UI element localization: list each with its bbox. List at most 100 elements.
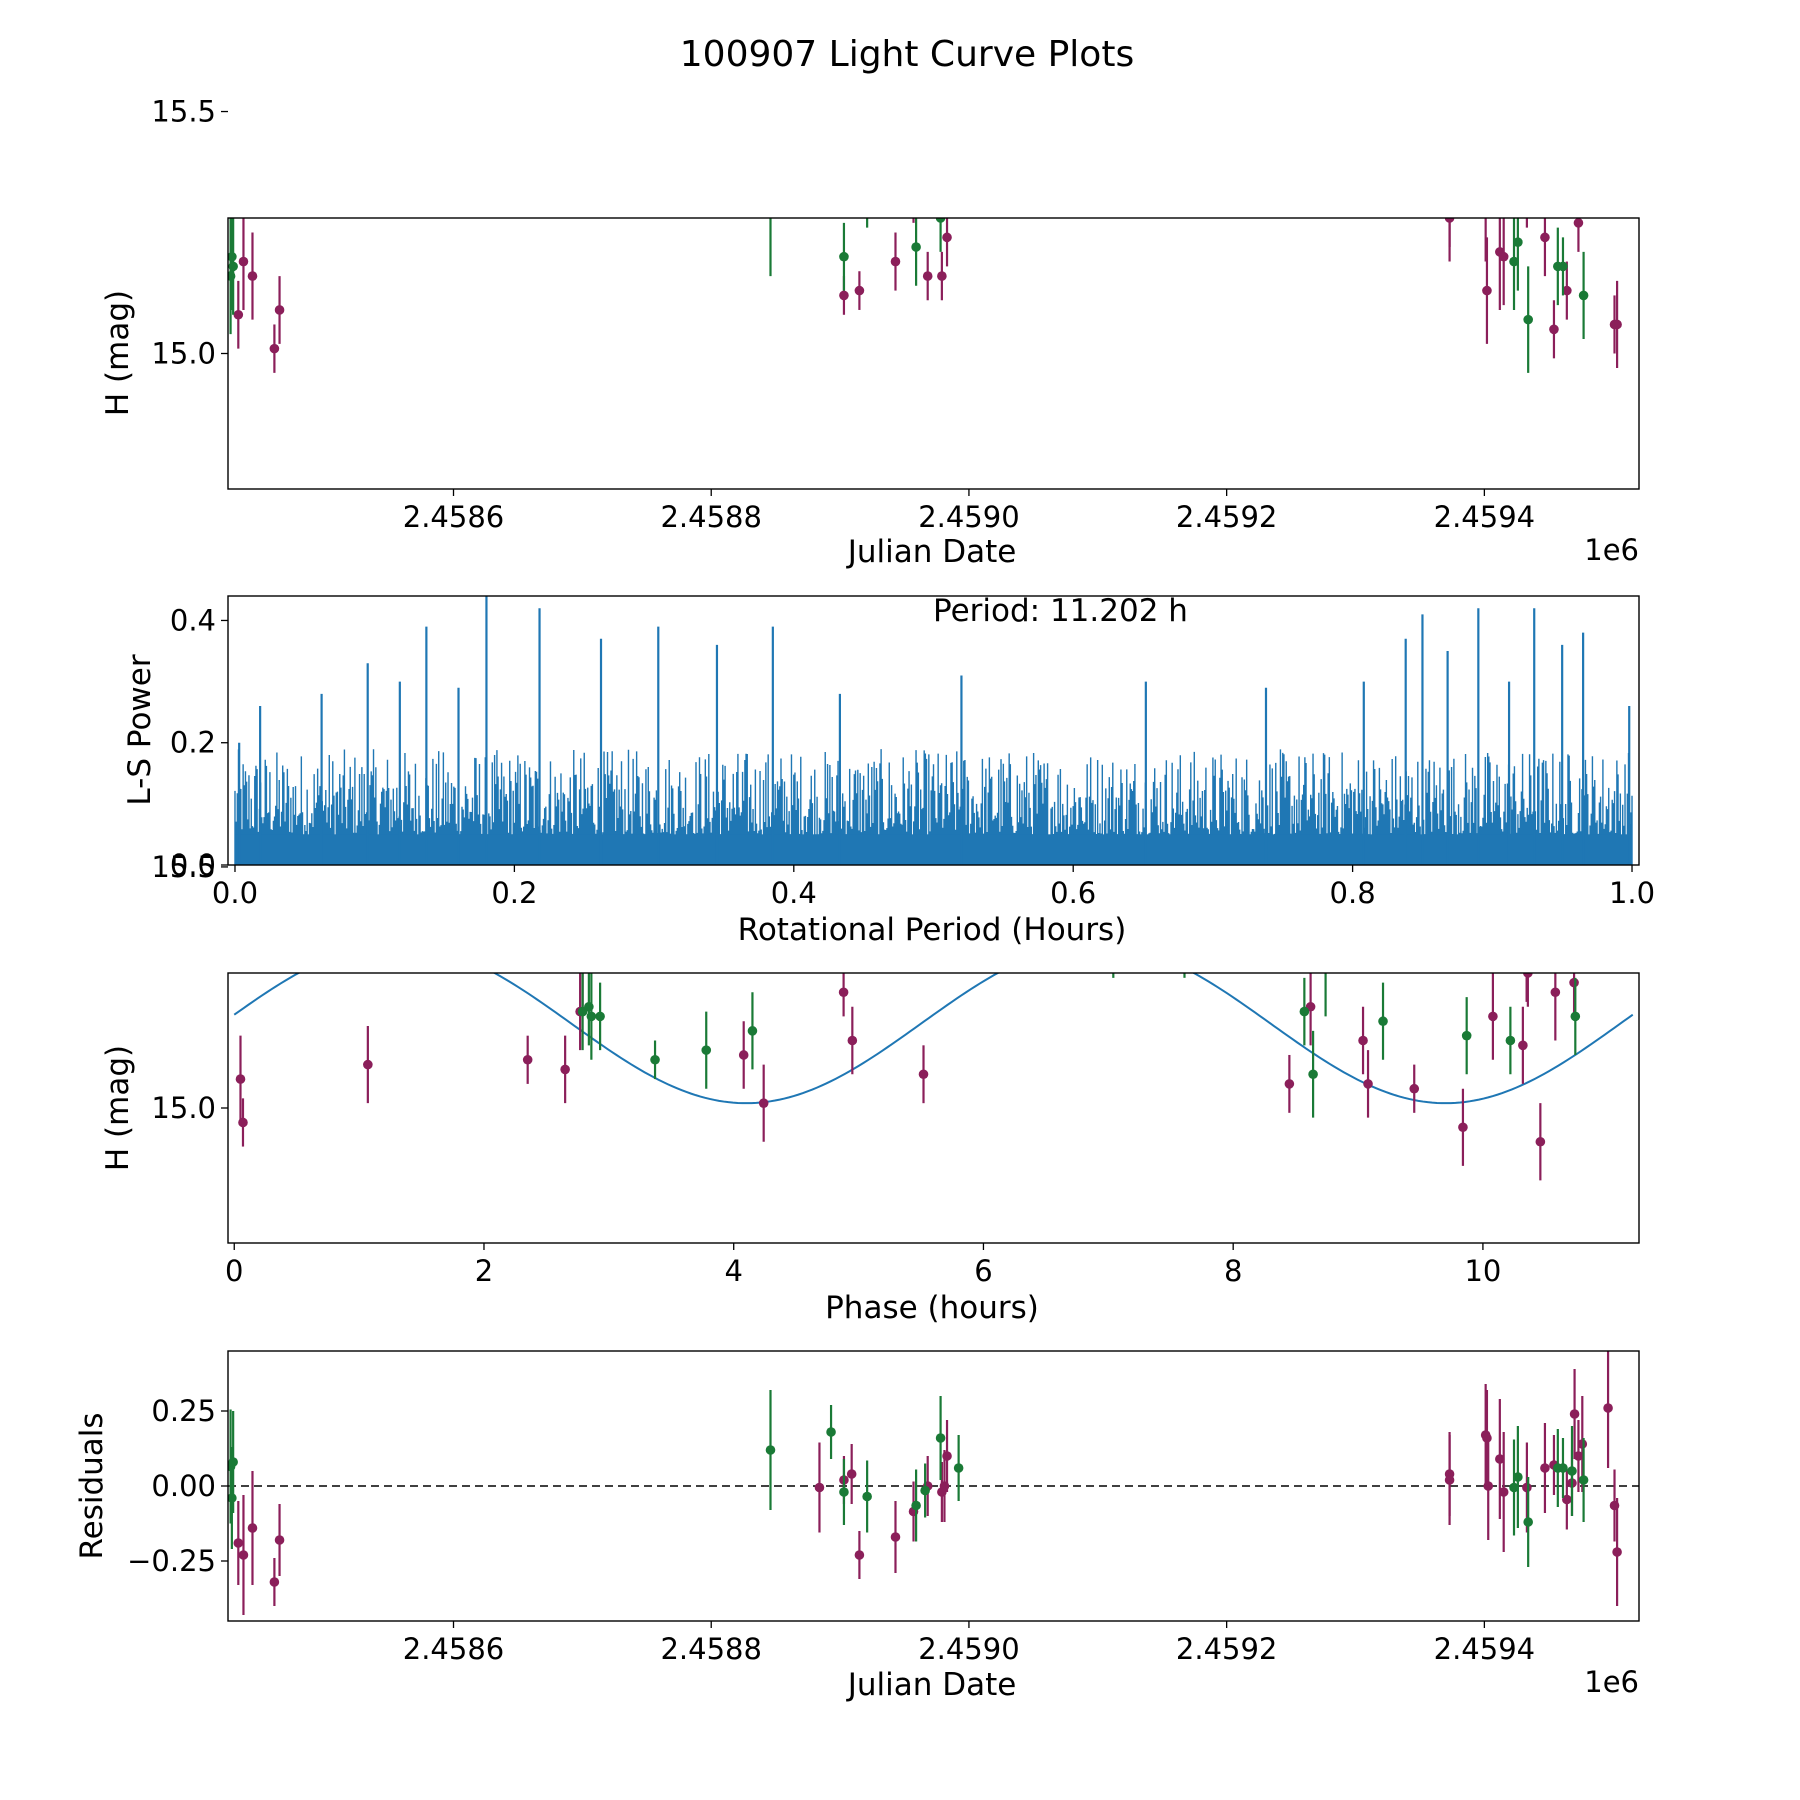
lightcurve-ytick-label: 15.5 xyxy=(151,95,216,129)
folded-point-magenta-band xyxy=(1247,934,1257,944)
residuals-point-green-band xyxy=(1513,1472,1523,1482)
residuals-point-magenta-band xyxy=(814,1482,825,1493)
residuals-point-green-band xyxy=(1578,1475,1589,1485)
folded-point-green-band xyxy=(747,1026,758,1036)
folded-point-green-band xyxy=(650,1054,660,1065)
periodogram-xtick-label: 1.0 xyxy=(1609,876,1655,910)
folded-point-green-band xyxy=(701,1045,712,1055)
residuals-xtick-label: 2.4590 xyxy=(918,1632,1019,1666)
residuals-point-green-band xyxy=(1523,1517,1533,1527)
lightcurve-point-magenta-band xyxy=(839,290,849,301)
folded-point-magenta-band xyxy=(1284,1079,1295,1089)
residuals-xlabel: Julian Date xyxy=(846,1667,1017,1703)
folded-point-magenta-band xyxy=(1488,1011,1498,1022)
lightcurve-point-magenta-band xyxy=(1578,68,1588,78)
residuals-xtick-label: 2.4592 xyxy=(1176,1632,1277,1666)
residuals-point-green-band xyxy=(935,1433,946,1443)
folded-point-magenta-band xyxy=(1358,1035,1368,1046)
folded-point-green-band xyxy=(485,930,495,940)
folded-point-magenta-band xyxy=(758,1098,769,1108)
lightcurve-point-green-band xyxy=(911,242,921,252)
lightcurve-point-green-band xyxy=(1523,314,1533,325)
residuals-point-magenta-band xyxy=(1651,1502,1661,1512)
folded-point-magenta-band xyxy=(847,1035,858,1046)
lightcurve-point-magenta-band xyxy=(940,179,950,189)
residuals-point-magenta-band xyxy=(1482,1433,1492,1443)
figure-title: 100907 Light Curve Plots xyxy=(680,34,1134,75)
folded-point-green-band xyxy=(595,1011,605,1022)
folded-clip-group xyxy=(233,930,1634,1181)
folded-point-magenta-band xyxy=(1409,1083,1420,1094)
lightcurve-point-magenta-band xyxy=(233,309,244,320)
lightcurve-point-magenta-band xyxy=(922,271,933,281)
residuals-point-magenta-band xyxy=(269,1577,280,1587)
period-annotation: Period: 11.202 h xyxy=(933,593,1188,629)
folded-point-magenta-band xyxy=(363,1059,373,1070)
lightcurve-point-magenta-band xyxy=(937,271,947,281)
residuals-x-offset: 1e6 xyxy=(1584,1665,1639,1699)
residuals-xtick-label: 2.4586 xyxy=(403,1632,504,1666)
lightcurve-point-magenta-band xyxy=(942,232,952,243)
residuals-point-magenta-band xyxy=(1573,1451,1584,1461)
residuals-xtick-label: 2.4594 xyxy=(1434,1632,1535,1666)
lightcurve-point-magenta-band xyxy=(854,285,865,296)
lightcurve-point-green-band xyxy=(228,261,238,272)
residuals-point-magenta-band xyxy=(1612,1547,1622,1557)
panel-folded: 0 2 4 6 8 10 15.5 15.0 Phase (hours) H (mag) xyxy=(100,850,1640,1326)
residuals-point-magenta-band xyxy=(942,1451,952,1461)
lightcurve-point-magenta-band xyxy=(890,256,901,267)
lightcurve-point-green-band xyxy=(1578,290,1589,301)
panel-residuals: 2.4586 2.4588 2.4590 2.4592 2.4594 0.25 0.00 −0… xyxy=(74,1350,1661,1703)
lightcurve-point-magenta-band xyxy=(1651,339,1661,349)
folded-point-green-band xyxy=(1299,1006,1310,1017)
lightcurve-point-magenta-band xyxy=(274,305,285,315)
lightcurve-point-magenta-band xyxy=(1549,324,1559,335)
lightcurve-ticks: 2.4586 2.4588 2.4590 2.4592 2.4594 15.5 15.0 xyxy=(151,95,1535,534)
residuals-point-magenta-band xyxy=(1562,1494,1572,1505)
lightcurve-xlabel: Julian Date xyxy=(846,534,1017,570)
folded-point-magenta-band xyxy=(1522,959,1532,969)
residuals-point-magenta-band xyxy=(1577,1439,1588,1449)
folded-point-green-band xyxy=(1505,1035,1516,1046)
folded-point-green-band xyxy=(1570,1011,1581,1022)
lightcurve-point-magenta-band xyxy=(238,256,249,267)
periodogram-base-fill xyxy=(234,834,1633,865)
residuals-point-green-band xyxy=(911,1500,921,1511)
periodogram-ytick-label: 0.2 xyxy=(170,726,216,760)
folded-point-magenta-band xyxy=(1535,1136,1546,1147)
folded-point-magenta-band xyxy=(1518,1040,1528,1051)
folded-point-magenta-band xyxy=(738,1050,749,1060)
periodogram-xtick-label: 0.8 xyxy=(1330,876,1376,910)
panel-lightcurve: 2.4586 2.4588 2.4590 2.4592 2.4594 15.5 15.0 J… xyxy=(100,68,1661,570)
residuals-clip-group xyxy=(228,1351,1661,1615)
periodogram-ticks: 0.0 0.2 0.4 0.6 0.8 1.0 0.0 0.2 0.4 xyxy=(170,603,1655,910)
lightcurve-point-green-band xyxy=(839,251,849,262)
lightcurve-x-offset: 1e6 xyxy=(1584,533,1639,567)
residuals-ytick-label: −0.25 xyxy=(127,1544,216,1578)
lightcurve-point-magenta-band xyxy=(269,343,280,354)
periodogram-ytick-label: 0.0 xyxy=(170,848,216,882)
folded-point-green-band xyxy=(1308,1069,1318,1080)
lightcurve-ytick-label: 15.0 xyxy=(151,337,216,371)
lightcurve-xtick-label: 2.4590 xyxy=(918,500,1019,534)
lightcurve-xtick-label: 2.4594 xyxy=(1434,500,1535,534)
periodogram-ytick-label: 0.4 xyxy=(170,603,216,637)
residuals-point-magenta-band xyxy=(247,1523,258,1533)
folded-point-magenta-band xyxy=(1363,1079,1373,1089)
residuals-point-green-band xyxy=(862,1491,872,1502)
residuals-point-magenta-band xyxy=(1603,1403,1613,1413)
folded-ylabel: H (mag) xyxy=(100,1045,136,1171)
residuals-plot-area xyxy=(228,1351,1661,1615)
lightcurve-clip-group xyxy=(228,68,1661,373)
residuals-point-green-band xyxy=(953,1463,964,1473)
lightcurve-point-magenta-band xyxy=(1445,204,1455,214)
panel-periodogram: 0.0 0.2 0.4 0.6 0.8 1.0 0.0 0.2 0.4 Period: 11.2… xyxy=(122,593,1655,948)
folded-point-magenta-band xyxy=(560,1064,570,1075)
folded-plot-area xyxy=(233,930,1634,1181)
lightcurve-ylabel: H (mag) xyxy=(100,290,136,416)
lightcurve-point-green-band xyxy=(766,204,776,214)
lightcurve-point-green-band xyxy=(1558,261,1568,272)
lightcurve-point-green-band xyxy=(920,174,930,184)
lightcurve-xtick-label: 2.4588 xyxy=(660,500,761,534)
lightcurve-point-magenta-band xyxy=(1483,112,1493,122)
